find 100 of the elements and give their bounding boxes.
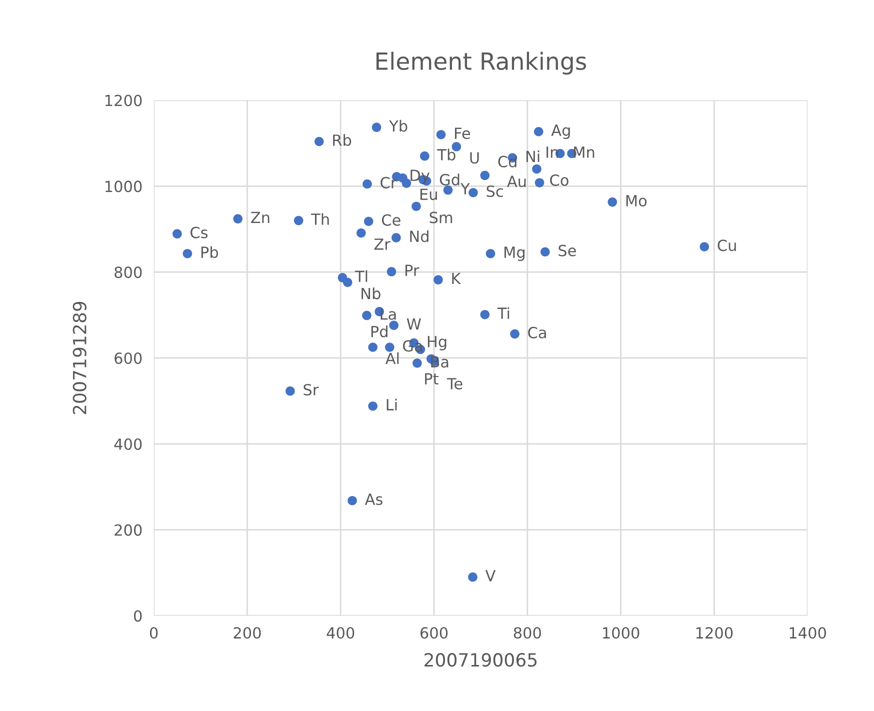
x-tick-label: 1200 bbox=[696, 627, 733, 639]
point bbox=[342, 278, 352, 288]
point bbox=[510, 329, 520, 339]
annotation: Ti bbox=[497, 307, 510, 319]
annotation: As bbox=[364, 494, 382, 506]
annotation: Mo bbox=[626, 195, 647, 206]
point bbox=[372, 122, 382, 132]
x-tick-label: 1400 bbox=[790, 627, 826, 639]
annotation: Zn bbox=[251, 212, 270, 224]
point bbox=[402, 178, 412, 188]
point bbox=[534, 178, 544, 188]
annotation: Cu bbox=[718, 240, 736, 252]
point bbox=[412, 202, 421, 212]
point bbox=[532, 164, 542, 174]
point bbox=[468, 572, 478, 582]
annotation: V bbox=[485, 570, 496, 582]
annotation: Sc bbox=[486, 185, 503, 198]
x-tick-label: 400 bbox=[326, 627, 354, 639]
annotation: Pr bbox=[406, 264, 420, 276]
annotation: Cr bbox=[380, 176, 397, 188]
point bbox=[436, 130, 446, 140]
point bbox=[364, 216, 374, 226]
annotation: Te bbox=[446, 378, 462, 390]
annotation: Eu bbox=[420, 188, 437, 200]
point bbox=[294, 216, 304, 226]
point bbox=[172, 229, 182, 239]
point bbox=[412, 358, 422, 368]
chart-title: Element Rankings bbox=[376, 52, 586, 75]
point bbox=[420, 151, 430, 161]
annotation: Ag bbox=[551, 124, 570, 139]
annotation: Pb bbox=[201, 246, 218, 258]
point bbox=[480, 310, 490, 320]
annotation: Yb bbox=[389, 120, 408, 132]
point bbox=[700, 242, 710, 252]
y-tick-label: 600 bbox=[114, 352, 142, 364]
annotation: Fe bbox=[455, 128, 470, 140]
annotation: Gd bbox=[440, 174, 460, 186]
y-tick-label: 200 bbox=[114, 524, 142, 536]
y-tick-label: 800 bbox=[114, 266, 142, 278]
annotation: Mg bbox=[504, 246, 524, 261]
annotation: Se bbox=[558, 244, 576, 256]
annotation: Hg bbox=[428, 336, 446, 350]
x-tick-label: 200 bbox=[234, 627, 261, 639]
annotation: Sm bbox=[430, 212, 452, 224]
annotation: Y bbox=[460, 183, 470, 194]
annotation: K bbox=[452, 272, 462, 284]
point bbox=[486, 248, 496, 258]
annotation: Al bbox=[385, 352, 399, 364]
point bbox=[348, 496, 357, 506]
point bbox=[368, 401, 378, 411]
annotation: W bbox=[406, 318, 421, 330]
x-tick-label: 800 bbox=[514, 627, 541, 639]
annotation: Dy bbox=[410, 170, 430, 184]
annotation: Au bbox=[507, 176, 526, 188]
annotation: Pt bbox=[425, 373, 438, 384]
annotation: Co bbox=[550, 174, 568, 186]
point bbox=[443, 185, 453, 195]
point bbox=[392, 233, 401, 242]
point bbox=[540, 247, 550, 257]
annotation: U bbox=[470, 152, 479, 164]
annotation: Ce bbox=[382, 214, 400, 226]
annotation: Tl bbox=[354, 270, 368, 282]
point bbox=[389, 320, 399, 330]
annotation: Nb bbox=[362, 287, 380, 300]
annotation: Zr bbox=[374, 238, 390, 250]
annotation: La bbox=[380, 308, 396, 320]
annotation: Rb bbox=[333, 134, 352, 146]
point bbox=[534, 126, 544, 136]
y-tick-label: 1200 bbox=[106, 94, 142, 106]
x-tick-label: 600 bbox=[420, 627, 448, 639]
x-axis-title: 2007190065 bbox=[424, 653, 537, 667]
point bbox=[182, 248, 192, 258]
annotation: Tb bbox=[437, 148, 456, 161]
annotation: Pd bbox=[371, 325, 388, 338]
annotation: Ni bbox=[526, 150, 540, 162]
point bbox=[314, 136, 324, 146]
annotation: Ca bbox=[528, 326, 546, 338]
x-tick-label: 0 bbox=[150, 627, 158, 639]
point bbox=[368, 342, 378, 352]
annotation: Th bbox=[311, 213, 329, 225]
y-axis-title: 2007191289 bbox=[72, 302, 86, 414]
point bbox=[362, 179, 372, 189]
point bbox=[480, 170, 490, 180]
annotation: Cd bbox=[498, 156, 516, 168]
point bbox=[434, 275, 443, 284]
point bbox=[233, 214, 243, 224]
annotation: Nd bbox=[410, 230, 428, 242]
point bbox=[386, 266, 396, 276]
y-tick-label: 1000 bbox=[106, 180, 142, 192]
x-tick-label: 1000 bbox=[603, 627, 640, 639]
point bbox=[362, 310, 372, 320]
point bbox=[356, 228, 366, 238]
y-tick-label: 0 bbox=[134, 610, 142, 622]
annotation: Cs bbox=[190, 226, 208, 238]
point bbox=[608, 197, 618, 207]
annotation: Li bbox=[386, 398, 397, 410]
point bbox=[286, 386, 295, 396]
point bbox=[384, 342, 394, 352]
annotation: Sr bbox=[304, 384, 319, 396]
y-tick-label: 400 bbox=[114, 438, 142, 450]
